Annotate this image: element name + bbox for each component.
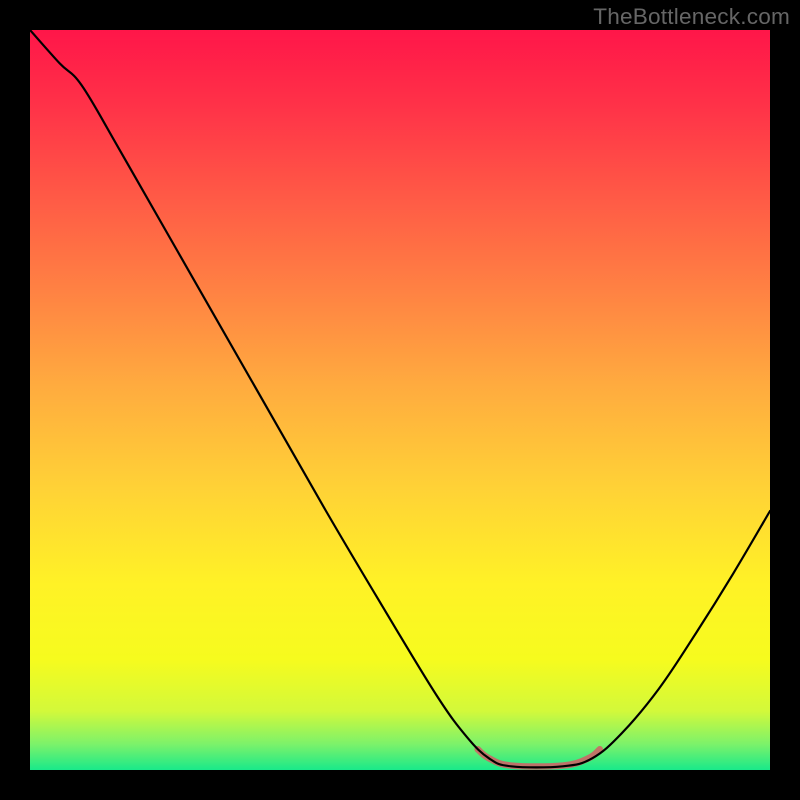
- chart-stage: TheBottleneck.com: [0, 0, 800, 800]
- watermark-text: TheBottleneck.com: [593, 4, 790, 30]
- bottleneck-curve: [30, 30, 770, 767]
- plot-area: [30, 30, 770, 770]
- chart-lines: [30, 30, 770, 770]
